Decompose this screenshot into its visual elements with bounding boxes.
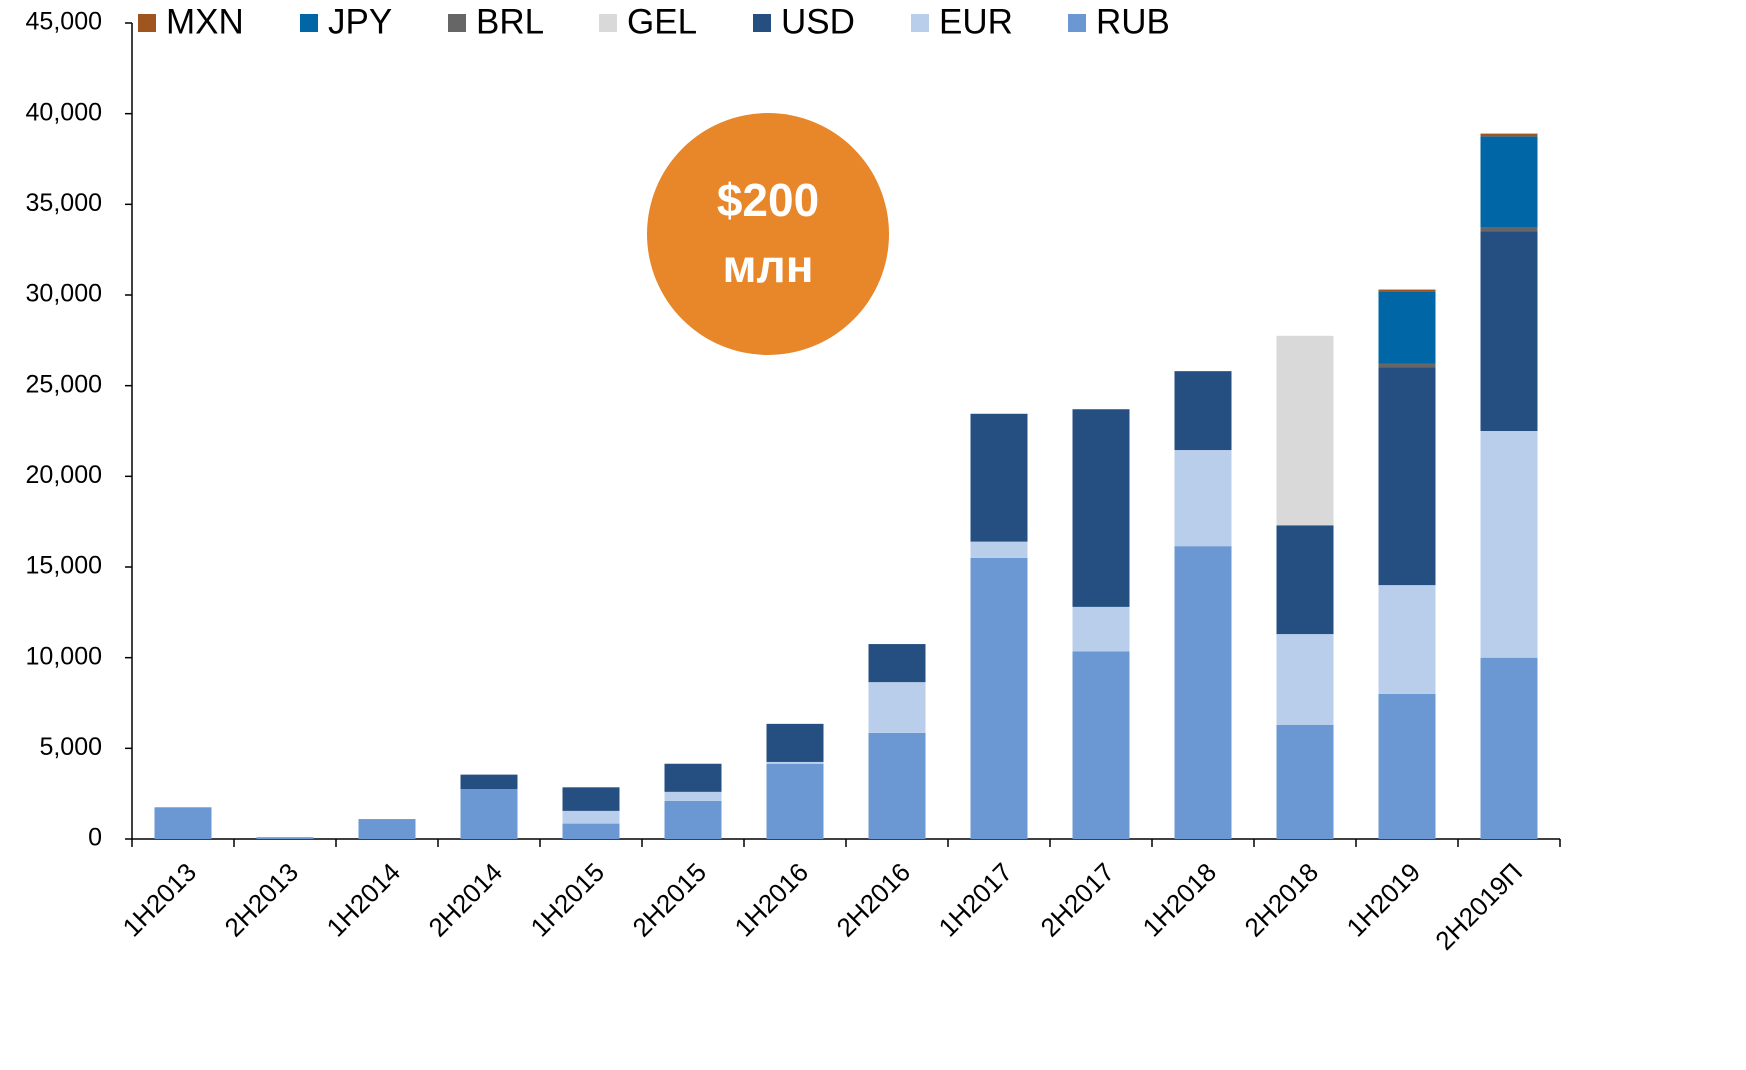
bar-segment: [1276, 634, 1334, 725]
bar-segment: [562, 810, 620, 824]
x-tick-label: 1H2013: [116, 857, 202, 943]
bar-segment: [460, 774, 518, 790]
x-tick-label: 2H2018: [1238, 857, 1324, 943]
bar-segment: [1480, 227, 1538, 232]
y-tick-label: 10,000: [26, 642, 102, 670]
bar-segment: [1378, 367, 1436, 586]
bar-segment: [1480, 431, 1538, 658]
bar-segment: [1480, 657, 1538, 839]
bar-segment: [1276, 724, 1334, 839]
x-tick-label: 1H2019: [1340, 857, 1426, 943]
y-tick-label: 45,000: [26, 8, 102, 36]
bar-segment: [1174, 371, 1232, 451]
bar-segment: [1174, 546, 1232, 839]
annotation-text: млн: [722, 240, 813, 292]
legend-swatch: [300, 14, 318, 32]
bar-segment: [1378, 363, 1436, 368]
y-tick-label: 35,000: [26, 189, 102, 217]
legend-label: JPY: [328, 2, 392, 41]
bar-segment: [562, 787, 620, 811]
bar-segment: [1072, 409, 1130, 607]
bar-segment: [1480, 136, 1538, 227]
bar-segment: [868, 644, 926, 683]
bar-segment: [1276, 335, 1334, 526]
x-tick-label: 2H2016: [830, 857, 916, 943]
bar-segment: [1378, 585, 1436, 694]
bar-segment: [766, 761, 824, 764]
y-tick-label: 15,000: [26, 552, 102, 580]
legend-label: BRL: [476, 2, 544, 41]
annotation-text: $200: [717, 174, 819, 226]
bar-segment: [664, 800, 722, 839]
legend-label: MXN: [166, 2, 244, 41]
bar-segment: [256, 837, 314, 839]
legend-label: USD: [781, 2, 855, 41]
y-tick-label: 0: [88, 824, 102, 852]
x-tick-label: 2H2013: [218, 857, 304, 943]
legend-label: EUR: [939, 2, 1013, 41]
legend-label: GEL: [627, 2, 697, 41]
y-tick-label: 40,000: [26, 98, 102, 126]
bar-segment: [1276, 525, 1334, 635]
bar-segment: [1174, 450, 1232, 547]
x-tick-label: 1H2017: [932, 857, 1018, 943]
bar-segment: [1378, 289, 1436, 292]
bar-segment: [1378, 693, 1436, 839]
y-tick-label: 25,000: [26, 370, 102, 398]
y-tick-label: 30,000: [26, 280, 102, 308]
x-tick-label: 1H2015: [524, 857, 610, 943]
bar-segment: [1072, 651, 1130, 839]
legend-swatch: [1068, 14, 1086, 32]
x-tick-label: 1H2014: [320, 857, 406, 943]
bar-segment: [1072, 606, 1130, 652]
legend-swatch: [911, 14, 929, 32]
bar-segment: [1480, 133, 1538, 137]
bar-segment: [1480, 231, 1538, 431]
bar-segment: [970, 557, 1028, 839]
bar-segment: [1378, 291, 1436, 364]
x-tick-label: 2H2014: [422, 857, 508, 943]
bar-segment: [154, 807, 212, 839]
x-tick-label: 1H2016: [728, 857, 814, 943]
legend-swatch: [138, 14, 156, 32]
bar-segment: [664, 763, 722, 792]
bar-segment: [766, 763, 824, 839]
bar-segment: [460, 789, 518, 839]
x-tick-label: 1H2018: [1136, 857, 1222, 943]
bar-segment: [868, 682, 926, 733]
bar-segment: [358, 819, 416, 839]
y-tick-label: 20,000: [26, 461, 102, 489]
legend-label: RUB: [1096, 2, 1170, 41]
annotation-circle: [647, 113, 889, 355]
y-tick-label: 5,000: [39, 733, 102, 761]
bar-segment: [868, 732, 926, 839]
bar-segment: [664, 791, 722, 801]
bar-segment: [562, 823, 620, 839]
x-tick-label: 2H2017: [1034, 857, 1120, 943]
bar-segment: [970, 541, 1028, 558]
bar-segment: [766, 723, 824, 762]
x-tick-label: 2H2015: [626, 857, 712, 943]
legend-swatch: [599, 14, 617, 32]
legend-swatch: [753, 14, 771, 32]
legend-swatch: [448, 14, 466, 32]
bar-segment: [970, 413, 1028, 542]
x-tick-label: 2H2019П: [1429, 857, 1528, 956]
